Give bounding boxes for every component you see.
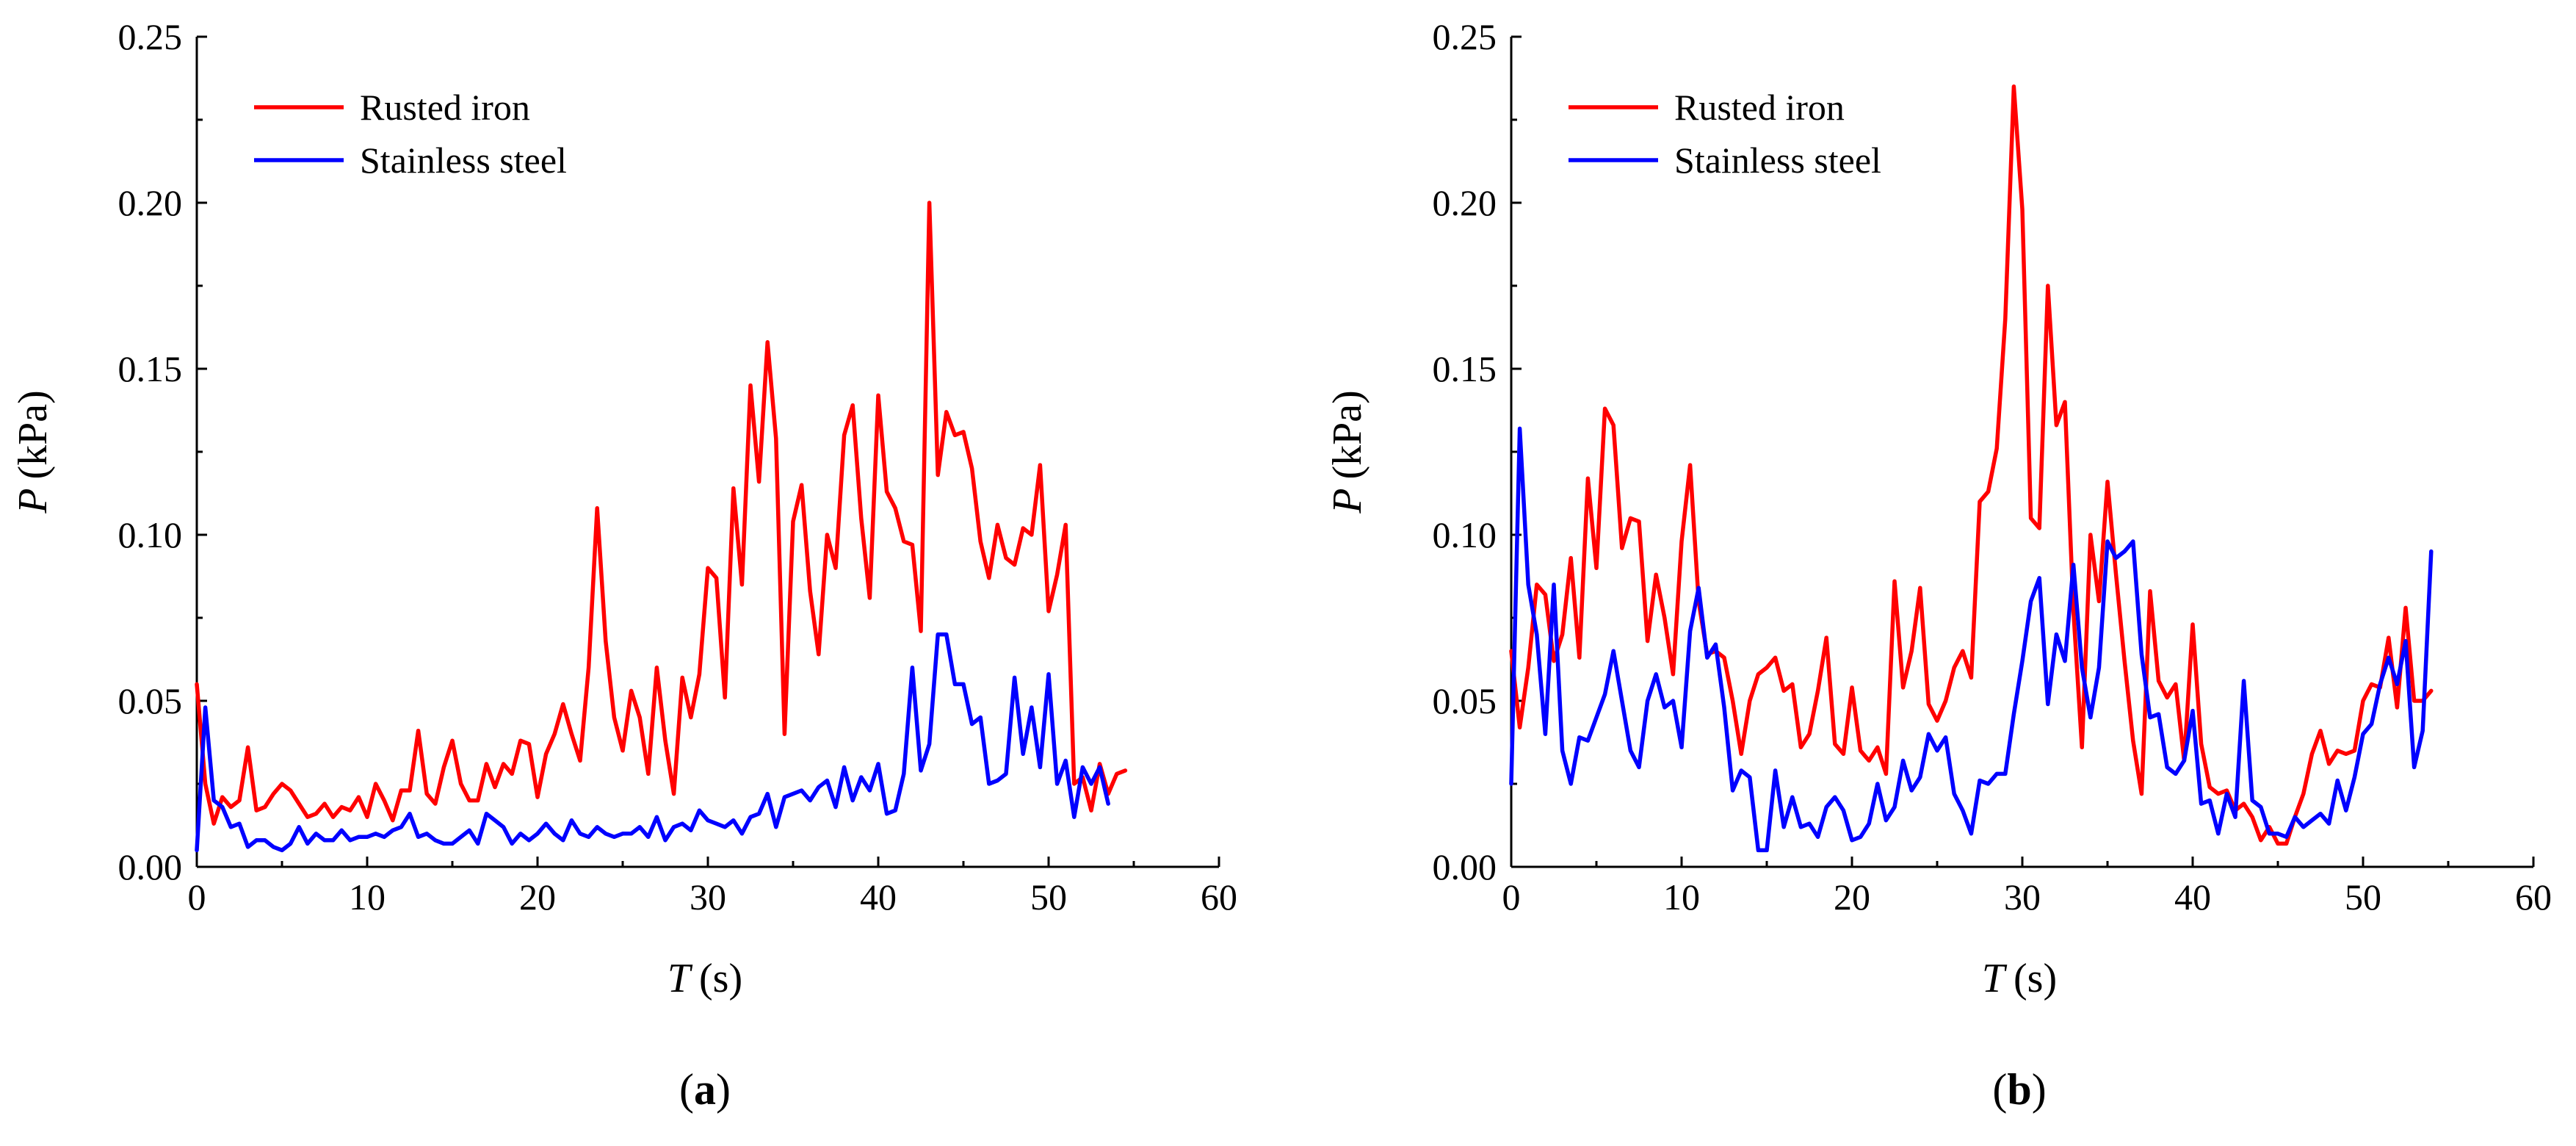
y-tick-label-b: 0.25 (1433, 16, 1497, 57)
legend-label-stainless-steel: Stainless steel (360, 140, 567, 181)
panel-label-a: (a) (679, 1065, 731, 1114)
x-tick-label-a: 40 (860, 876, 897, 918)
x-tick-label-b: 20 (1834, 876, 1870, 918)
chart-panel-b: 0 10 20 30 40 50 60 0.00 0.05 0.10 0.15 0.20 0.25 Ru… (1325, 16, 2552, 1114)
y-tick-label-a: 0.25 (118, 16, 183, 57)
x-tick-label-a: 0 (188, 876, 206, 918)
x-tick-label-a: 30 (690, 876, 726, 918)
legend-b: Rusted iron Stainless steel (1569, 87, 1881, 181)
x-tick-label-b: 0 (1502, 876, 1521, 918)
x-tick-label-b: 50 (2345, 876, 2381, 918)
plot-area-a: 0 10 20 30 40 50 60 0.00 0.05 0.10 0.15 0.20 0.25 (118, 16, 1238, 918)
series-line-rusted-iron-b (1509, 84, 2434, 846)
y-axis-title-b: P (kPa) (1325, 390, 1370, 514)
x-tick-label-a: 10 (349, 876, 386, 918)
y-axis-var-a: P (10, 489, 56, 514)
series-line-rusted-iron-a (195, 201, 1128, 826)
y-tick-label-a: 0.00 (118, 846, 183, 887)
x-axis-unit-b: (s) (2014, 956, 2057, 1001)
legend-label-stainless-steel: Stainless steel (1674, 140, 1881, 181)
legend-label-rusted-iron: Rusted iron (1674, 87, 1845, 128)
y-axis-unit-b: (kPa) (1325, 390, 1370, 479)
x-axis-unit-a: (s) (699, 956, 742, 1001)
x-tick-label-b: 10 (1663, 876, 1700, 918)
y-axis-unit-a: (kPa) (10, 390, 56, 479)
x-axis-var-a: T (667, 956, 693, 1001)
y-axis-var-b: P (1325, 489, 1370, 514)
y-tick-label-a: 0.05 (118, 680, 183, 721)
series-line-stainless-steel-b (1509, 426, 2434, 853)
y-tick-label-a: 0.20 (118, 182, 183, 223)
panel-label-b: (b) (1992, 1065, 2046, 1114)
x-tick-label-a: 50 (1030, 876, 1067, 918)
y-tick-label-b: 0.10 (1433, 514, 1497, 555)
panel-letter-a: a (694, 1065, 716, 1114)
x-tick-label-a: 20 (519, 876, 556, 918)
x-tick-label-b: 60 (2515, 876, 2552, 918)
x-axis-title-b: T (s) (1982, 956, 2057, 1001)
x-axis-title-a: T (s) (667, 956, 742, 1001)
legend-label-rusted-iron: Rusted iron (360, 87, 530, 128)
x-tick-label-b: 30 (2004, 876, 2041, 918)
y-tick-label-b: 0.20 (1433, 182, 1497, 223)
series-line-stainless-steel-a (195, 632, 1110, 853)
plot-area-b: 0 10 20 30 40 50 60 0.00 0.05 0.10 0.15 0.20 0.25 (1433, 16, 2553, 918)
y-tick-label-a: 0.10 (118, 514, 183, 555)
x-tick-label-a: 60 (1201, 876, 1237, 918)
y-tick-label-b: 0.15 (1433, 348, 1497, 389)
y-tick-label-a: 0.15 (118, 348, 183, 389)
y-axis-title-a: P (kPa) (10, 390, 56, 514)
chart-panel-a: 0 10 20 30 40 50 60 0.00 0.05 0.10 0.15 0.20 0.25 Ru… (10, 16, 1237, 1114)
panel-letter-b: b (2007, 1065, 2031, 1114)
x-axis-var-b: T (1982, 956, 2008, 1001)
y-tick-label-b: 0.05 (1433, 680, 1497, 721)
y-tick-label-b: 0.00 (1433, 846, 1497, 887)
x-tick-label-b: 40 (2174, 876, 2211, 918)
legend-a: Rusted iron Stainless steel (254, 87, 567, 181)
